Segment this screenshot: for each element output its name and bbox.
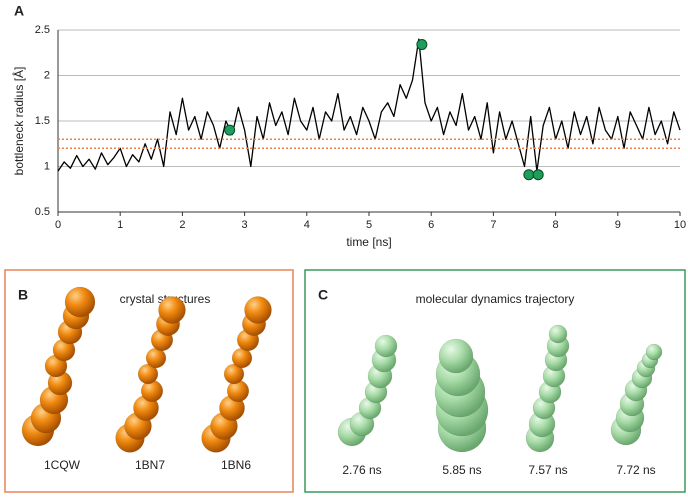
panel-c-box — [304, 269, 686, 493]
panel-label: B — [18, 287, 28, 303]
snapshot-point — [532, 169, 544, 181]
tunnel-sphere — [548, 324, 568, 344]
x-tick-label: 6 — [428, 219, 434, 231]
y-tick-label: 1.5 — [35, 115, 50, 127]
panel-label: A — [14, 3, 24, 19]
y-tick-label: 2 — [44, 69, 50, 81]
tunnel-sphere — [145, 347, 167, 369]
y-tick-label: 0.5 — [35, 206, 50, 218]
x-tick-label: 8 — [553, 219, 559, 231]
tunnel-sphere — [231, 347, 253, 369]
tunnel-sphere — [137, 363, 159, 385]
snapshot-label: 2.76 ns — [342, 463, 381, 477]
x-tick-label: 0 — [55, 219, 61, 231]
tunnel-sphere — [64, 286, 96, 318]
y-axis-label: bottleneck radius [Å] — [11, 67, 26, 176]
structure-label: 1CQW — [44, 458, 81, 472]
tunnel-sphere — [158, 296, 186, 324]
snapshot-label: 5.85 ns — [442, 463, 481, 477]
panel-title: molecular dynamics trajectory — [416, 292, 575, 306]
snapshot-point — [224, 124, 236, 136]
tunnel-sphere — [438, 338, 474, 374]
tunnel-sphere — [244, 296, 272, 324]
x-tick-label: 7 — [490, 219, 496, 231]
snapshot-point — [523, 169, 535, 181]
structure-label: 1BN7 — [135, 458, 165, 472]
snapshot-label: 7.72 ns — [616, 463, 655, 477]
snapshot-point — [416, 39, 428, 51]
panel-b-box — [4, 269, 294, 493]
tunnel-sphere — [645, 343, 663, 361]
x-tick-label: 1 — [117, 219, 123, 231]
structure-label: 1BN6 — [221, 458, 251, 472]
trace — [57, 38, 681, 172]
x-tick-label: 9 — [615, 219, 621, 231]
x-axis-label: time [ns] — [346, 235, 391, 249]
panel-label: C — [318, 287, 328, 303]
x-tick-label: 2 — [179, 219, 185, 231]
tunnel-sphere — [223, 363, 245, 385]
x-tick-label: 4 — [304, 219, 310, 231]
snapshot-label: 7.57 ns — [528, 463, 567, 477]
tunnel-sphere — [374, 334, 398, 358]
x-tick-label: 10 — [674, 219, 686, 231]
y-tick-label: 1 — [44, 160, 50, 172]
x-tick-label: 3 — [242, 219, 248, 231]
x-tick-label: 5 — [366, 219, 372, 231]
y-tick-label: 2.5 — [35, 24, 50, 36]
